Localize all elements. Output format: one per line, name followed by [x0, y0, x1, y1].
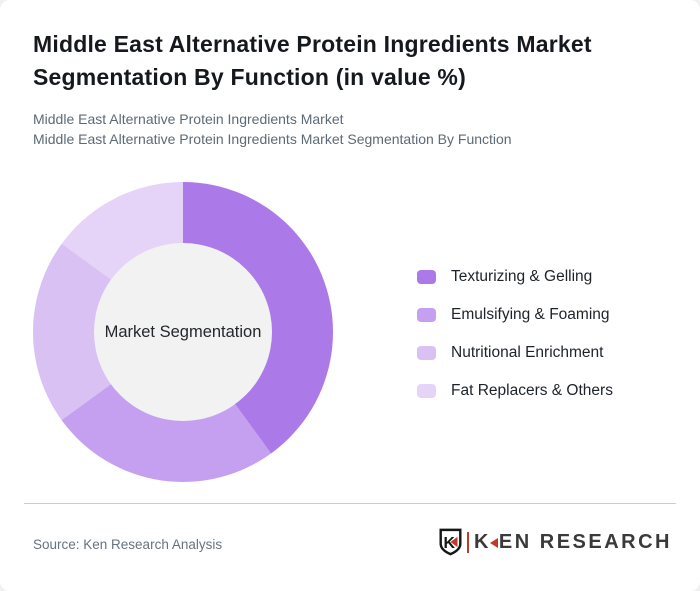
legend-label: Fat Replacers & Others	[451, 381, 613, 399]
chart-title: Middle East Alternative Protein Ingredie…	[33, 31, 592, 90]
logo-wordmark: K EN RESEARCH	[474, 531, 672, 554]
chart-subtitles: Middle East Alternative Protein Ingredie…	[33, 109, 512, 149]
logo-red-triangle-icon	[489, 538, 498, 548]
legend-swatch	[417, 345, 436, 360]
logo-k: K	[473, 530, 491, 553]
logo-rest: EN RESEARCH	[498, 530, 672, 553]
legend-item: Fat Replacers & Others	[417, 381, 613, 399]
ken-research-shield-icon: K	[439, 528, 462, 556]
legend-item: Nutritional Enrichment	[417, 343, 613, 361]
legend-item: Emulsifying & Foaming	[417, 305, 613, 323]
legend-swatch	[417, 307, 436, 322]
legend-label: Nutritional Enrichment	[451, 343, 604, 361]
chart-legend: Texturizing & Gelling Emulsifying & Foami…	[417, 267, 613, 421]
ken-research-logo: K K EN RESEARCH	[437, 528, 672, 556]
legend-label: Texturizing & Gelling	[451, 267, 593, 285]
source-text: Source: Ken Research Analysis	[33, 537, 223, 552]
logo-separator	[466, 531, 469, 553]
donut-center: Market Segmentation	[94, 243, 272, 421]
legend-swatch	[417, 383, 436, 398]
svg-text:K: K	[443, 535, 455, 552]
footer-divider	[24, 503, 676, 504]
legend-item: Texturizing & Gelling	[417, 267, 613, 285]
donut-center-label: Market Segmentation	[104, 322, 262, 341]
subtitle-line-2: Middle East Alternative Protein Ingredie…	[33, 131, 512, 147]
donut-chart: Market Segmentation	[33, 182, 333, 482]
legend-label: Emulsifying & Foaming	[451, 305, 610, 323]
legend-swatch	[417, 269, 436, 284]
subtitle-line-1: Middle East Alternative Protein Ingredie…	[33, 111, 344, 127]
